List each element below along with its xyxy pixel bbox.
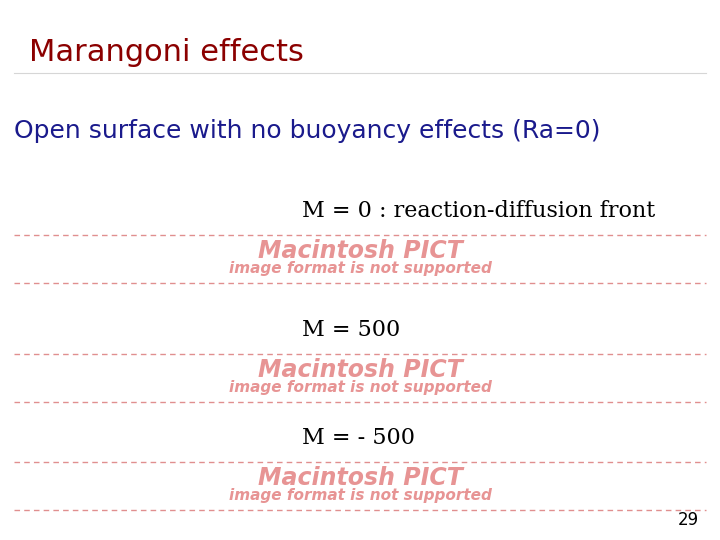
Text: Open surface with no buoyancy effects (Ra=0): Open surface with no buoyancy effects (R… xyxy=(14,119,601,143)
Text: image format is not supported: image format is not supported xyxy=(228,380,492,395)
Text: image format is not supported: image format is not supported xyxy=(228,261,492,276)
Text: M = - 500: M = - 500 xyxy=(302,427,415,449)
Text: M = 0 : reaction-diffusion front: M = 0 : reaction-diffusion front xyxy=(302,200,656,222)
Text: Macintosh PICT: Macintosh PICT xyxy=(258,358,462,382)
Text: Macintosh PICT: Macintosh PICT xyxy=(258,466,462,490)
Text: 29: 29 xyxy=(678,511,698,529)
Text: image format is not supported: image format is not supported xyxy=(228,488,492,503)
Text: M = 500: M = 500 xyxy=(302,319,400,341)
Text: Macintosh PICT: Macintosh PICT xyxy=(258,239,462,264)
Text: Marangoni effects: Marangoni effects xyxy=(29,38,304,67)
